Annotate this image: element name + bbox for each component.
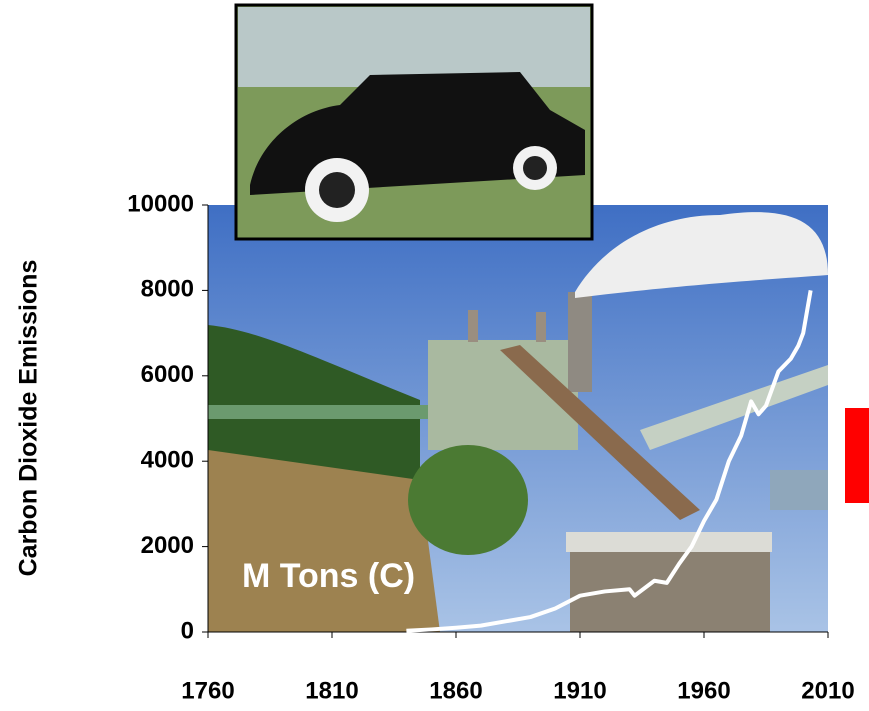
x-tick-label: 1760 (181, 677, 234, 704)
x-tick-label: 1810 (305, 677, 358, 704)
x-tick-label: 2010 (801, 677, 854, 704)
y-axis-label: Carbon Dioxide Emissions (15, 260, 43, 577)
x-tick-label: 1860 (429, 677, 482, 704)
data-line (406, 290, 813, 633)
x-tick-label: 1960 (677, 677, 730, 704)
y-tick-label: 4000 (141, 447, 194, 474)
red-marker (845, 408, 869, 503)
y-tick-label: 10000 (127, 190, 194, 217)
y-tick-label: 0 (181, 617, 194, 644)
y-tick-label: 6000 (141, 361, 194, 388)
y-tick-label: 8000 (141, 276, 194, 303)
car-photo (234, 3, 594, 241)
background-photo (208, 205, 828, 632)
y-tick-label: 2000 (141, 532, 194, 559)
annotation: M Tons (C) (242, 557, 415, 595)
x-tick-label: 1910 (553, 677, 606, 704)
